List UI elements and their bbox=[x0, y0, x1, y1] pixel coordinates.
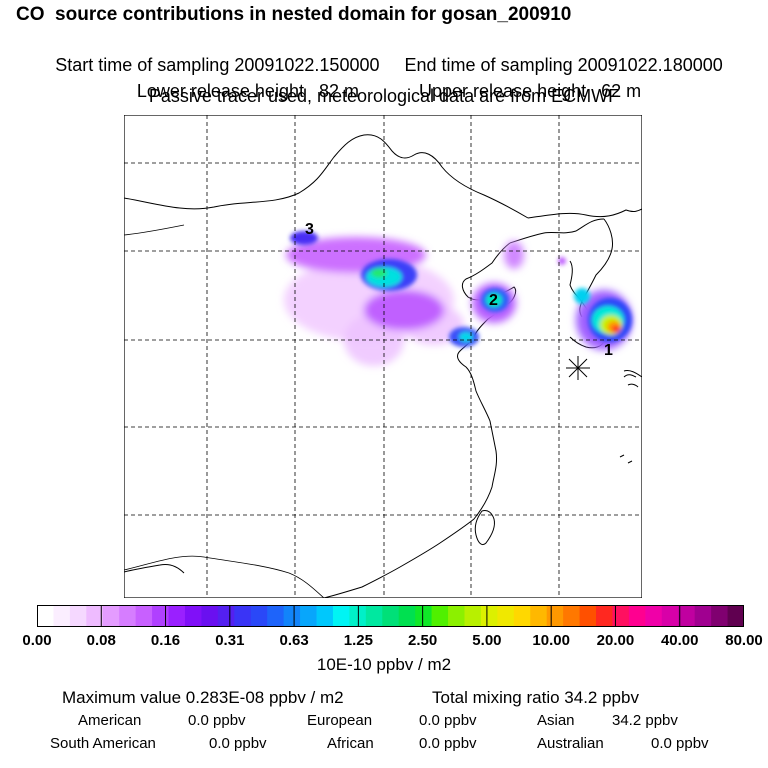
region-name-australian: Australian bbox=[537, 735, 604, 752]
region-value-asian: 34.2 ppbv bbox=[612, 712, 678, 729]
colorbar-swatch bbox=[398, 605, 416, 627]
colorbar-tick-label: 0.63 bbox=[279, 632, 309, 649]
colorbar-swatch bbox=[382, 605, 400, 627]
contribution-map: 1 2 3 bbox=[124, 115, 642, 598]
colorbar-swatch bbox=[86, 605, 104, 627]
colorbar-tick-label: 0.08 bbox=[86, 632, 116, 649]
colorbar-swatch bbox=[135, 605, 153, 627]
colorbar-swatch bbox=[250, 605, 268, 627]
colorbar-swatch bbox=[365, 605, 383, 627]
max-value-label: Maximum value 0.283E-08 ppbv / m2 bbox=[62, 688, 344, 708]
region-name-asian: Asian bbox=[537, 712, 575, 729]
source-marker-3: 3 bbox=[305, 221, 314, 238]
source-marker-2: 2 bbox=[489, 292, 498, 309]
colorbar-swatch bbox=[612, 605, 630, 627]
colorbar-swatch bbox=[69, 605, 87, 627]
colorbar-swatch bbox=[267, 605, 285, 627]
total-label-text: Total mixing ratio bbox=[432, 688, 560, 707]
total-value-text: 34.2 ppbv bbox=[564, 688, 639, 707]
release-height-line: Lower release height 82 m Upper release … bbox=[0, 60, 768, 102]
color-scale-bar bbox=[37, 605, 744, 627]
region-value-european: 0.0 ppbv bbox=[419, 712, 477, 729]
colorbar-swatch bbox=[480, 605, 498, 627]
receptor-star-icon bbox=[566, 356, 590, 380]
coastline-layer bbox=[124, 134, 642, 598]
colorbar-tick-label: 1.25 bbox=[343, 632, 373, 649]
colorbar-tick-label: 5.00 bbox=[472, 632, 502, 649]
start-time-label: Start time of sampling 20091022.150000 bbox=[55, 55, 380, 75]
colorbar-swatch bbox=[234, 605, 252, 627]
colorbar-swatch bbox=[497, 605, 515, 627]
colorbar-swatch bbox=[283, 605, 301, 627]
region-name-african: African bbox=[327, 735, 374, 752]
colorbar-swatch bbox=[415, 605, 433, 627]
colorbar-swatch bbox=[628, 605, 646, 627]
total-mixing-ratio: Total mixing ratio 34.2 ppbv bbox=[432, 688, 639, 708]
colorbar-swatch bbox=[563, 605, 581, 627]
region-value-south-american: 0.0 ppbv bbox=[209, 735, 267, 752]
colorbar-swatch bbox=[579, 605, 597, 627]
region-name-south-american: South American bbox=[50, 735, 156, 752]
colorbar-swatch bbox=[661, 605, 679, 627]
colorbar-swatch bbox=[513, 605, 531, 627]
upper-release-label: Upper release height 62 m bbox=[419, 81, 642, 101]
colorbar-swatch bbox=[464, 605, 482, 627]
region-name-american: American bbox=[78, 712, 142, 729]
colorbar-swatch bbox=[530, 605, 548, 627]
colorbar-tick-label: 0.16 bbox=[150, 632, 181, 649]
colorbar-tick-label: 2.50 bbox=[408, 632, 438, 649]
colorbar-swatch bbox=[152, 605, 170, 627]
lower-release-label: Lower release height 82 m bbox=[136, 81, 359, 101]
colorbar-tick-label: 80.00 bbox=[725, 632, 763, 649]
colorbar-swatch bbox=[596, 605, 614, 627]
colorbar-tick-label: 40.00 bbox=[660, 632, 699, 649]
colorbar-swatch bbox=[37, 605, 55, 627]
lat-lon-grid bbox=[124, 115, 642, 598]
colorbar-border bbox=[37, 605, 744, 627]
colorbar-swatch bbox=[316, 605, 334, 627]
colorbar-tick-label: 20.00 bbox=[596, 632, 635, 649]
region-value-australian: 0.0 ppbv bbox=[651, 735, 709, 752]
colorbar-swatch bbox=[694, 605, 712, 627]
colorbar-swatch bbox=[53, 605, 71, 627]
plot-title: CO source contributions in nested domain… bbox=[16, 4, 572, 25]
colorbar-swatch bbox=[201, 605, 219, 627]
colorbar-tick-label: 0.31 bbox=[215, 632, 245, 649]
max-label-text: Maximum value bbox=[62, 688, 182, 707]
colorbar-swatch bbox=[711, 605, 729, 627]
sampling-time-line: Start time of sampling 20091022.150000 E… bbox=[0, 34, 768, 76]
colorbar-swatch bbox=[184, 605, 203, 627]
max-value-text: 0.283E-08 ppbv / m2 bbox=[185, 688, 344, 707]
colorbar-swatch bbox=[217, 605, 235, 627]
colorbar-swatch bbox=[645, 605, 663, 627]
region-name-european: European bbox=[307, 712, 373, 729]
colorbar-swatch bbox=[102, 605, 120, 627]
colorbar-unit-label: 10E-10 ppbv / m2 bbox=[316, 655, 452, 674]
colorbar-tick-label: 0.00 bbox=[22, 632, 52, 649]
colorbar-swatch bbox=[168, 605, 186, 627]
colorbar-swatch bbox=[332, 605, 350, 627]
colorbar-swatch bbox=[678, 605, 696, 627]
tracer-note: Passive tracer used, meteorological data… bbox=[148, 86, 620, 106]
colorbar-swatch bbox=[300, 605, 318, 627]
colorbar-swatch bbox=[119, 605, 137, 627]
colorbar-swatch bbox=[727, 605, 744, 627]
colorbar-swatch bbox=[448, 605, 466, 627]
region-value-african: 0.0 ppbv bbox=[419, 735, 477, 752]
colorbar-swatch bbox=[431, 605, 449, 627]
region-value-american: 0.0 ppbv bbox=[188, 712, 246, 729]
colorbar-tick-label: 10.00 bbox=[532, 632, 570, 649]
colorbar-swatch bbox=[546, 605, 564, 627]
end-time-label: End time of sampling 20091022.180000 bbox=[404, 55, 723, 75]
source-marker-1: 1 bbox=[604, 342, 613, 359]
